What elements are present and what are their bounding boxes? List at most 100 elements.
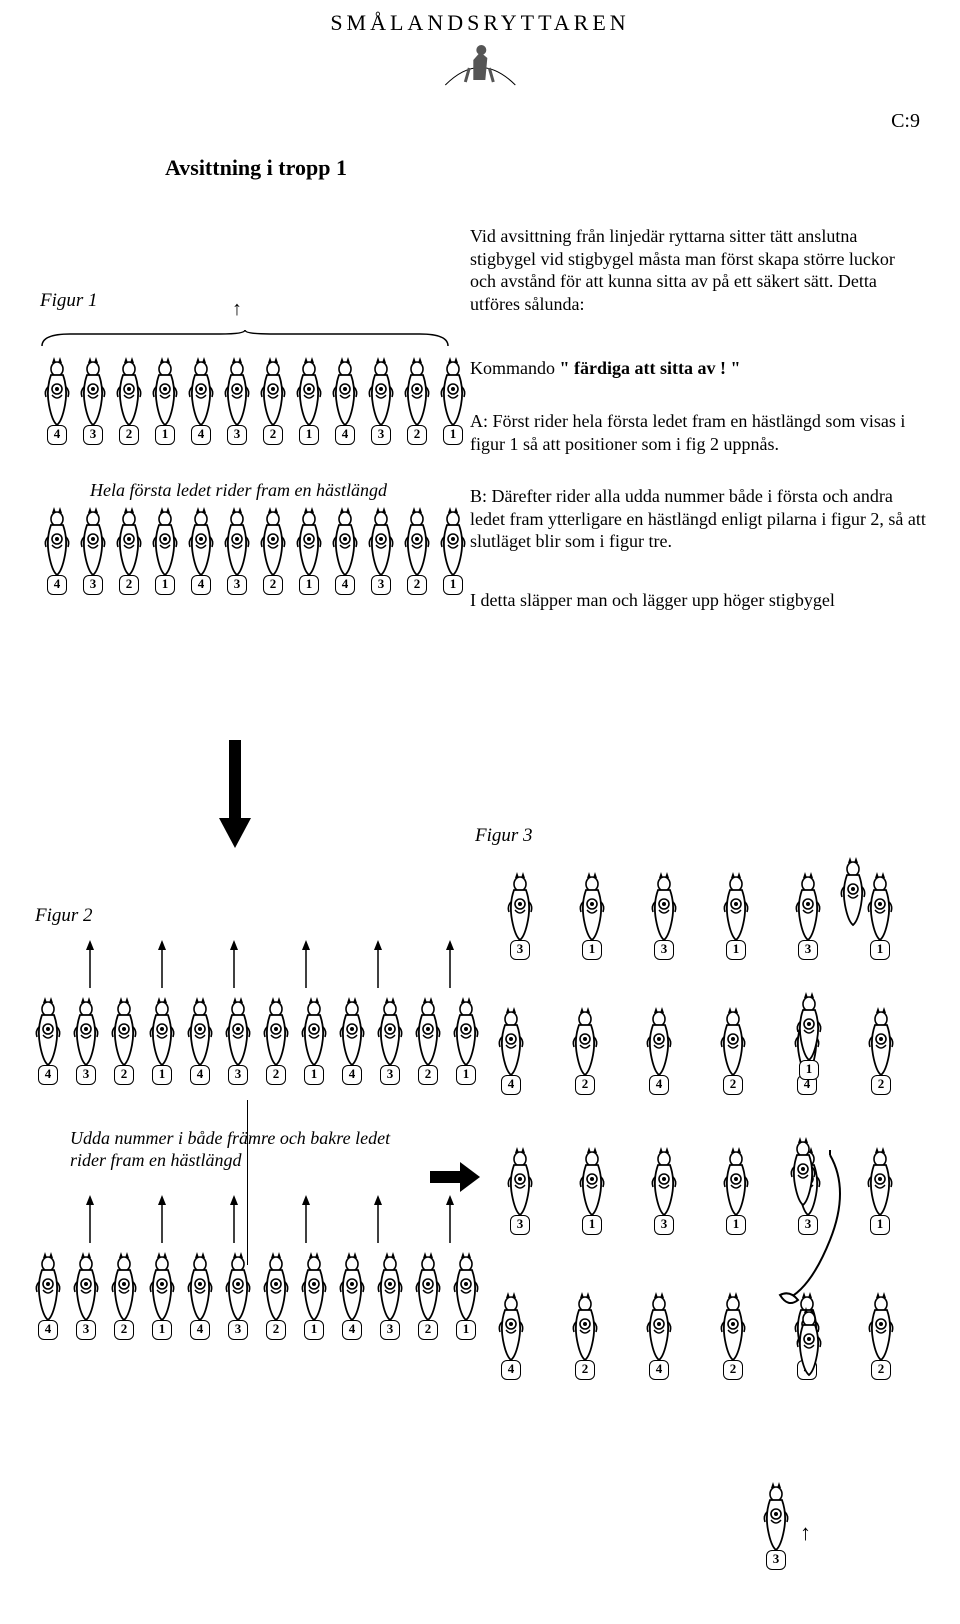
horse-number: 3 [371, 425, 391, 445]
horse-number: 4 [191, 575, 211, 595]
thin-arrow-icon [324, 940, 360, 993]
horse-number: 2 [723, 1360, 743, 1380]
horse-icon: 1 [296, 995, 332, 1085]
brace-arrow-icon: ↑ [232, 298, 242, 321]
horse-number: 2 [114, 1065, 134, 1085]
horse-icon: 3 [629, 1145, 699, 1235]
horse-number: 2 [119, 575, 139, 595]
thin-arrow-icon [396, 1195, 432, 1248]
thin-arrow-icon [36, 940, 72, 993]
horse-number: 1 [304, 1065, 324, 1085]
page-number: C:9 [891, 110, 920, 133]
horse-number: 3 [380, 1320, 400, 1340]
horse-number: 2 [407, 425, 427, 445]
horse-number: 2 [418, 1065, 438, 1085]
fig3-row2-even-front: 4 2 4 2 4 2 [475, 1005, 917, 1095]
horse-number: 3 [83, 425, 103, 445]
horse-icon: 4 [328, 505, 362, 595]
horse-number: 2 [575, 1075, 595, 1095]
horse-number: 4 [335, 575, 355, 595]
horse-icon: 2 [400, 505, 434, 595]
step-c: I detta släpper man och lägger upp höger… [470, 590, 930, 611]
horse-icon: 4 [184, 505, 218, 595]
thin-arrow-icon [360, 1195, 396, 1248]
fig3-overlap-mid: 1 [793, 990, 825, 1080]
horse-number: 3 [510, 940, 530, 960]
horse-number: 2 [266, 1065, 286, 1085]
horse-icon: 4 [623, 1005, 695, 1095]
horse-number: 3 [227, 575, 247, 595]
kommando-prefix: Kommando [470, 358, 560, 378]
horse-number: 1 [726, 940, 746, 960]
horse-number: 1 [155, 425, 175, 445]
horse-icon: 2 [106, 995, 142, 1085]
horse-number: 3 [654, 1215, 674, 1235]
horse-number: 2 [407, 575, 427, 595]
thin-arrow-icon [360, 940, 396, 993]
horse-icon: 4 [30, 1250, 66, 1340]
horse-number: 2 [263, 575, 283, 595]
horse-number: 2 [114, 1320, 134, 1340]
horse-number: 1 [443, 575, 463, 595]
horse-icon: 1 [557, 870, 627, 960]
horse-number: 3 [228, 1065, 248, 1085]
horse-icon: 2 [112, 355, 146, 445]
horse-icon: 2 [697, 1005, 769, 1095]
up-arrow-icon: ↑ [800, 1520, 811, 1546]
horse-icon: 2 [258, 1250, 294, 1340]
section-title: Avsittning i tropp 1 [165, 155, 347, 181]
horse-number: 1 [870, 940, 890, 960]
horse-icon: 2 [549, 1290, 621, 1380]
horse-number: 3 [510, 1215, 530, 1235]
horse-icon: 3 [485, 1145, 555, 1235]
horse-icon: 2 [256, 505, 290, 595]
horse-icon: 1 [144, 995, 180, 1085]
horse-number: 1 [456, 1065, 476, 1085]
horse-icon: 1 [436, 355, 470, 445]
horse-number: 3 [380, 1065, 400, 1085]
horse-icon: 4 [328, 355, 362, 445]
horse-icon: 4 [334, 1250, 370, 1340]
fig2-arrows-front [36, 940, 468, 993]
brace-icon [40, 330, 450, 348]
intro-paragraph: Vid avsittning från linjedär ryttarna si… [470, 225, 920, 315]
horse-number: 2 [263, 425, 283, 445]
thin-arrow-icon [252, 1195, 288, 1248]
thin-arrow-icon [288, 940, 324, 993]
horse-number: 3 [228, 1320, 248, 1340]
fig1-row-back: 4 3 2 1 4 3 [40, 505, 470, 595]
horse-number: 3 [76, 1065, 96, 1085]
thin-arrow-icon [180, 1195, 216, 1248]
horse-number: 1 [155, 575, 175, 595]
horse-icon: 2 [106, 1250, 142, 1340]
horse-number: 4 [335, 425, 355, 445]
horse-icon: 2 [400, 355, 434, 445]
horse-number: 4 [38, 1320, 58, 1340]
thin-arrow-icon [36, 1195, 72, 1248]
horse-icon: 3 [220, 995, 256, 1085]
horse-icon: 3 [68, 995, 104, 1085]
fig2-row-front: 4 3 2 1 4 3 [30, 995, 484, 1085]
horse-icon: 1 [701, 870, 771, 960]
horse-icon: 3 [372, 1250, 408, 1340]
horse-number: 1 [870, 1215, 890, 1235]
horse-number: 4 [47, 575, 67, 595]
horse-icon: 4 [334, 995, 370, 1085]
horse-icon: 1 [292, 355, 326, 445]
horse-number: 1 [582, 1215, 602, 1235]
horse-number: 3 [227, 425, 247, 445]
fig2-row-back: 4 3 2 1 4 3 [30, 1250, 484, 1340]
horse-icon: 2 [256, 355, 290, 445]
horse-number: 2 [871, 1075, 891, 1095]
horse-icon: 1 [296, 1250, 332, 1340]
horse-number: 1 [443, 425, 463, 445]
page: SMÅLANDSRYTTAREN C:9 Avsittning i tropp … [0, 0, 960, 1624]
horse-icon: 1 [144, 1250, 180, 1340]
fig3-overlap-top [837, 855, 869, 927]
horse-number: 4 [342, 1320, 362, 1340]
horse-icon: 2 [549, 1005, 621, 1095]
horse-icon: 4 [475, 1290, 547, 1380]
horse-number: 1 [456, 1320, 476, 1340]
fig2-vertical-line [247, 1100, 248, 1265]
horse-number: 1 [152, 1320, 172, 1340]
